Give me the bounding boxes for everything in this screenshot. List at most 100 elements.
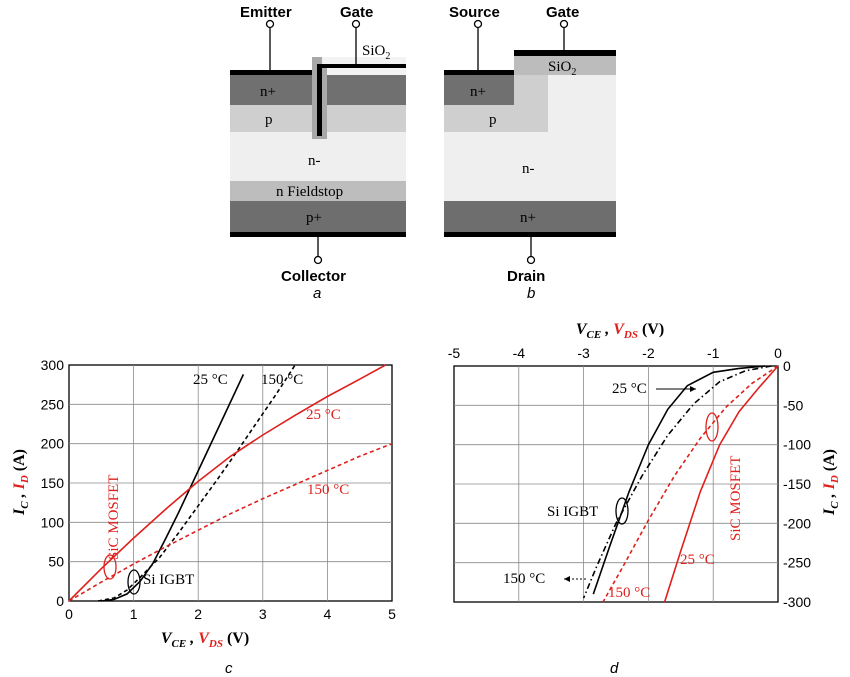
fieldstop-label: n Fieldstop [276,184,343,200]
chart-c-annot-150c-red: 150 °C [307,482,349,498]
x-tick-label: 5 [388,606,396,622]
series-line-sic-mosfet-25-c [663,365,779,603]
gate-metal [514,50,616,56]
p-label: p [489,112,497,128]
chart-c-sic-marker-icon [103,554,117,580]
caption-c: c [225,660,233,677]
series-line-si-igbt-25-c [101,374,245,602]
x-tick-label: 3 [259,606,267,622]
gate-metal [317,64,406,68]
source-label: Source [449,4,500,21]
caption-d: d [610,660,619,677]
collector-metal [230,232,406,237]
chart-c-x-axis-label: VCE , VDS (V) [161,630,249,650]
gate-terminal-icon [351,19,361,29]
x-tick-label: 4 [324,606,332,622]
chart-c-grid [69,365,392,601]
x-tick-label: -5 [448,345,461,361]
trench-gate [317,64,322,136]
gate-label: Gate [340,4,373,21]
chart-d-annot-si-igbt: Si IGBT [547,504,598,520]
y-tick-label: -200 [783,515,811,531]
y-tick-label: 200 [41,436,65,452]
chart-c-annot-150c-black: 150 °C [261,372,303,388]
x-tick-label: -4 [513,345,526,361]
chart-d-y-axis-label: IC , ID (A) [821,449,841,516]
chart-d-sic-marker-icon [705,412,719,442]
p-plus-label: p+ [306,210,322,226]
y-tick-label: 0 [56,593,64,609]
chart-d-si-marker-icon [615,497,629,525]
p-plus-region [230,201,406,232]
x-tick-label: -3 [577,345,590,361]
y-tick-label: 0 [783,358,791,374]
chart-c-y-axis-label: IC , ID (A) [11,449,31,516]
series-line-si-igbt-25-c [592,365,766,595]
y-tick-label: -250 [783,555,811,571]
chart-d-ticks: -5 -4 -3 -2 -1 00-50-100-150-200-250-300 [448,345,811,610]
series-line-sic-mosfet-25-c [68,364,386,602]
y-tick-label: 250 [41,396,65,412]
x-tick-label: -1 [707,345,720,361]
sio2-layer [514,56,616,75]
panel-a-igbt-structure: Emitter Gate SiO2 n+ p n- n Fieldstop p+… [230,4,406,302]
x-tick-label: 0 [774,345,782,361]
x-tick-label: 1 [130,606,138,622]
sio2-label: SiO2 [362,43,390,62]
chart-c-annot-sic-mosfet: SiC MOSFET [106,475,122,560]
source-terminal-icon [473,19,483,29]
n-minus-label: n- [308,153,321,169]
p-label: p [265,112,273,128]
p-region [444,105,548,132]
source-metal [444,70,514,75]
gate-terminal-icon [559,19,569,29]
series-line-sic-mosfet-150-c [68,442,393,602]
y-tick-label: 300 [41,357,65,373]
y-tick-label: 100 [41,514,65,530]
y-tick-label: 150 [41,475,65,491]
y-tick-label: -150 [783,476,811,492]
chart-d-annot-25c-black: 25 °C [612,381,647,397]
n-minus-label: n- [522,161,535,177]
series-line-si-igbt-150-c [97,364,296,602]
emitter-label: Emitter [240,4,292,21]
n-plus-bottom-label: n+ [520,210,536,226]
x-tick-label: 2 [194,606,202,622]
panel-b-mosfet-structure: Source Gate SiO2 n+ p n- n+ Drain b [444,4,616,302]
y-tick-label: -50 [783,397,803,413]
chart-d-annot-sic-mosfet: SiC MOSFET [728,456,744,541]
chart-c-annot-25c-black: 25 °C [193,372,228,388]
collector-label: Collector [281,268,346,285]
n-plus-label: n+ [260,84,276,100]
y-tick-label: -100 [783,437,811,453]
chart-d-arrow-150c-icon [564,576,570,582]
emitter-metal [230,70,312,75]
chart-d-x-axis-label: VCE , VDS (V) [576,321,664,341]
caption-b: b [527,285,535,302]
collector-terminal-icon [313,255,323,265]
n-minus-region [444,132,616,201]
drain-metal [444,232,616,237]
chart-d: -5 -4 -3 -2 -1 00-50-100-150-200-250-300 VCE … [448,321,841,677]
drain-terminal-icon [526,255,536,265]
y-tick-label: -300 [783,594,811,610]
x-tick-label: -2 [642,345,655,361]
emitter-terminal-icon [265,19,275,29]
n-plus-bottom-region [444,201,616,232]
chart-d-annot-25c-red: 25 °C [680,552,715,568]
y-tick-label: 50 [48,554,64,570]
sio2-label: SiO2 [548,59,576,78]
n-minus-region [230,132,406,181]
trench-oxide-inner [322,65,327,139]
n-plus-region [444,75,514,105]
drain-label: Drain [507,268,545,285]
series-line-sic-mosfet-150-c [602,365,779,603]
caption-a: a [313,285,321,302]
chart-c-si-marker-icon [127,569,141,595]
gate-label: Gate [546,4,579,21]
chart-d-series [582,365,779,603]
